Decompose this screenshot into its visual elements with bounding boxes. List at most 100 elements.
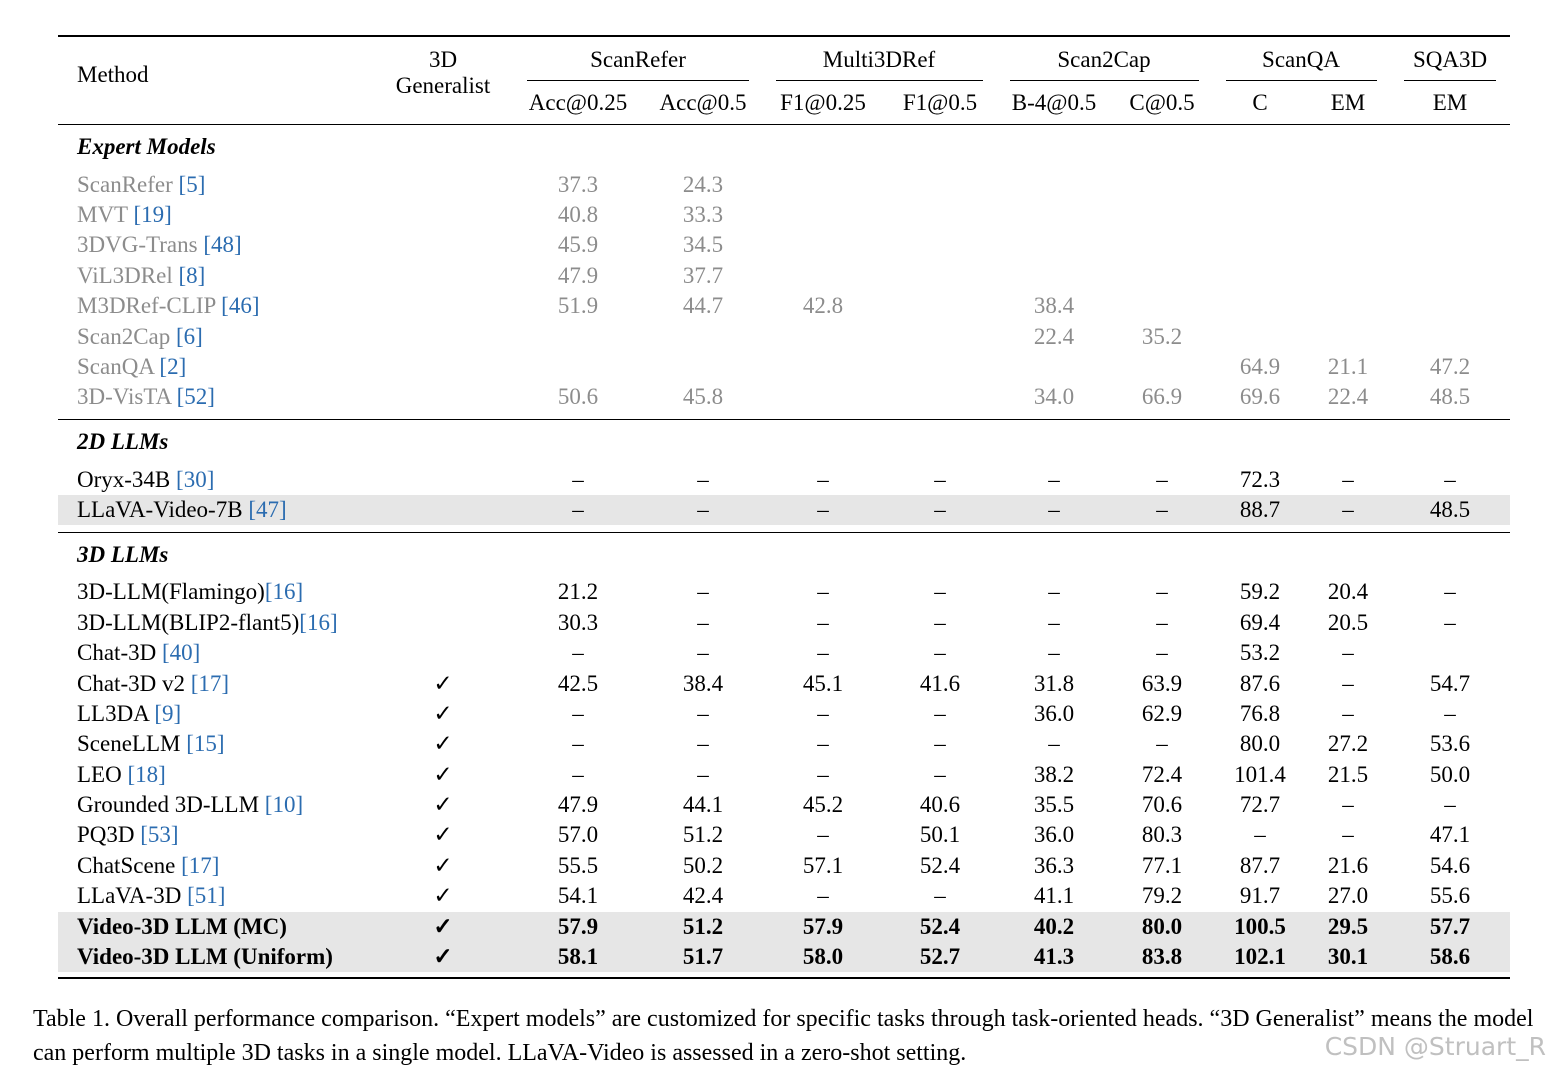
citation-link[interactable]: [46] <box>221 293 260 318</box>
method-name: 3DVG-Trans [48] <box>77 233 242 257</box>
table-row: LL3DA [9] ✓ – – – – 36.0 62.9 76.8 – – <box>58 699 1510 729</box>
value-cell: – <box>572 497 584 522</box>
header-group-scanqa: ScanQA <box>1262 47 1340 72</box>
group-rule-scanqa <box>1226 80 1377 81</box>
citation-link[interactable]: [17] <box>190 671 230 696</box>
method-label: Video-3D LLM (MC) <box>77 914 287 939</box>
citation-link[interactable]: [6] <box>176 324 203 349</box>
citation-link[interactable]: [2] <box>159 354 187 379</box>
value-cell: – <box>1156 467 1168 492</box>
value-cell: 52.4 <box>919 914 961 939</box>
method-label: SceneLLM <box>77 731 187 756</box>
citation-link[interactable]: [10] <box>264 792 304 817</box>
header-metric-em: EM <box>1330 90 1366 115</box>
citation-link[interactable]: [51] <box>187 883 226 908</box>
generalist-check: ✓ <box>433 944 453 969</box>
method-name: LL3DA [9] <box>77 702 181 726</box>
value-cell: 57.7 <box>1429 914 1471 939</box>
table-caption: Table 1. Overall performance comparison.… <box>33 1006 1534 1066</box>
value-cell: – <box>1156 497 1168 522</box>
citation-link[interactable]: [47] <box>248 497 287 522</box>
group-rule-multi3dref <box>776 80 983 81</box>
value-cell: – <box>1048 640 1060 665</box>
citation-link[interactable]: [8] <box>178 263 206 288</box>
generalist-check: ✓ <box>433 883 453 908</box>
header-generalist-line1: 3D <box>428 47 458 72</box>
value-cell: 57.1 <box>802 853 844 878</box>
value-cell: 51.2 <box>682 914 724 939</box>
value-cell: – <box>697 497 709 522</box>
citation-link[interactable]: [16] <box>264 579 304 604</box>
value-cell: 20.4 <box>1327 579 1369 604</box>
header-group-scanrefer: ScanRefer <box>590 47 686 72</box>
method-name: LEO [18] <box>77 763 166 787</box>
value-cell: 40.2 <box>1033 914 1075 939</box>
value-cell: 50.6 <box>557 384 599 409</box>
value-cell: – <box>934 731 946 756</box>
value-cell: 30.1 <box>1327 944 1369 969</box>
value-cell: – <box>1444 467 1456 492</box>
value-cell: 57.9 <box>802 914 844 939</box>
header-metric-sqa-em: EM <box>1432 90 1468 115</box>
value-cell: 45.9 <box>557 232 599 257</box>
method-label: LLaVA-3D <box>77 883 188 908</box>
method-name: 3D-VisTA [52] <box>77 385 215 409</box>
value-cell: 54.6 <box>1429 853 1471 878</box>
value-cell: – <box>817 640 829 665</box>
section-rule-3d <box>58 532 1510 533</box>
method-label: Video-3D LLM (Uniform) <box>77 944 333 969</box>
header-metric-f1025: F1@0.25 <box>780 90 866 115</box>
value-cell: – <box>572 701 584 726</box>
citation-link[interactable]: [9] <box>154 701 182 726</box>
method-name: M3DRef-CLIP [46] <box>77 294 260 318</box>
value-cell: 80.3 <box>1141 822 1183 847</box>
value-cell: – <box>1444 579 1456 604</box>
value-cell: 83.8 <box>1141 944 1183 969</box>
table-row: Scan2Cap [6] 22.4 35.2 <box>58 322 1510 352</box>
citation-link[interactable]: [15] <box>186 731 225 756</box>
method-name: 3D-LLM(BLIP2-flant5)[16] <box>77 611 338 635</box>
method-name: Grounded 3D-LLM [10] <box>77 793 303 817</box>
table-row: Grounded 3D-LLM [10] ✓ 47.9 44.1 45.2 40.6 35.… <box>58 790 1510 820</box>
method-label: Grounded 3D-LLM <box>77 792 265 817</box>
citation-link[interactable]: [52] <box>176 384 215 409</box>
table-row: LLaVA-3D [51] ✓ 54.1 42.4 – – 41.1 79.2 91.7 27.0… <box>58 881 1510 911</box>
citation-link[interactable]: [48] <box>203 232 242 257</box>
method-name: Chat-3D [40] <box>77 641 200 665</box>
citation-link[interactable]: [30] <box>176 467 215 492</box>
value-cell: – <box>1048 731 1060 756</box>
value-cell: 36.3 <box>1033 853 1075 878</box>
method-name: LLaVA-3D [51] <box>77 884 225 908</box>
value-cell: – <box>817 497 829 522</box>
section-title-3d: 3D LLMs <box>77 542 169 567</box>
value-cell: 38.2 <box>1033 762 1075 787</box>
citation-link[interactable]: [5] <box>178 172 206 197</box>
table-row: SceneLLM [15] ✓ – – – – – – 80.0 27.2 53.6 <box>58 729 1510 759</box>
citation-link[interactable]: [16] <box>299 610 338 635</box>
citation-link[interactable]: [40] <box>161 640 201 665</box>
method-label: 3D-LLM(Flamingo) <box>77 579 265 604</box>
generalist-check: ✓ <box>433 701 453 726</box>
value-cell: 36.0 <box>1033 822 1075 847</box>
citation-link[interactable]: [17] <box>181 853 220 878</box>
value-cell: 42.4 <box>682 883 724 908</box>
table-row: LEO [18] ✓ – – – – 38.2 72.4 101.4 21.5 50.0 <box>58 760 1510 790</box>
value-cell: 47.9 <box>557 792 599 817</box>
value-cell: 21.6 <box>1327 853 1369 878</box>
table-row: ScanQA [2] 64.9 21.1 47.2 <box>58 352 1510 382</box>
table-row: LLaVA-Video-7B [47] – – – – – – 88.7 – 48.5 <box>58 495 1510 525</box>
value-cell: 42.5 <box>557 671 599 696</box>
value-cell: 63.9 <box>1141 671 1183 696</box>
method-label: 3D-LLM(BLIP2-flant5) <box>77 610 300 635</box>
method-label: Chat-3D v2 <box>77 671 191 696</box>
value-cell: 41.6 <box>919 671 961 696</box>
group-rule-sqa3d <box>1404 80 1496 81</box>
value-cell: 80.0 <box>1141 914 1183 939</box>
citation-link[interactable]: [18] <box>127 762 166 787</box>
method-label: 3DVG-Trans <box>77 232 204 257</box>
citation-link[interactable]: [53] <box>140 822 179 847</box>
value-cell: 87.6 <box>1239 671 1281 696</box>
citation-link[interactable]: [19] <box>133 202 172 227</box>
value-cell: – <box>934 610 946 635</box>
value-cell: – <box>572 467 584 492</box>
